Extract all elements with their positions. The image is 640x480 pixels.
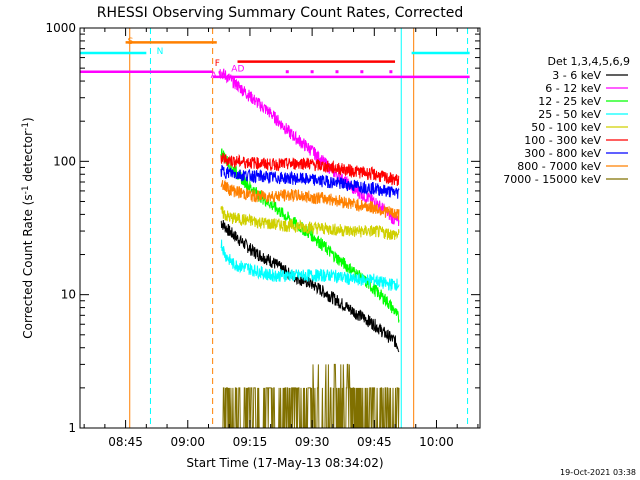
status-dot-ad-1 — [310, 70, 314, 74]
status-annotation-ad: AD — [231, 65, 244, 75]
axes: 1 10 100 1000 08:45 09:00 09:15 09:30 09:45 10:00 — [45, 21, 480, 449]
legend-label-8: 7000 - 15000 keV — [503, 173, 601, 186]
legend-label-0: 3 - 6 keV — [552, 69, 601, 82]
chart-title: RHESSI Observing Summary Count Rates, Co… — [97, 5, 463, 21]
legend-label-3: 25 - 50 keV — [538, 108, 601, 121]
status-annotation-n: N — [157, 47, 164, 57]
status-dot-ad-0 — [285, 70, 289, 74]
status-annotation-f: F — [215, 59, 220, 69]
series-line-0 — [220, 219, 400, 353]
x-tick-label-0945: 09:45 — [357, 435, 392, 449]
series-line-8 — [220, 363, 400, 429]
status-dot-ad-3 — [360, 70, 364, 74]
status-annotation-s: S — [128, 37, 134, 47]
y-tick-label-100: 100 — [53, 154, 76, 168]
legend-label-4: 50 - 100 keV — [531, 121, 601, 134]
x-tick-label-0915: 09:15 — [233, 435, 268, 449]
series-line-3 — [220, 239, 400, 291]
legend-label-1: 6 - 12 keV — [545, 82, 601, 95]
x-tick-label-0930: 09:30 — [295, 435, 330, 449]
series-line-6 — [220, 164, 400, 199]
y-tick-label-1: 1 — [68, 421, 76, 435]
legend-title: Det 1,3,4,5,6,9 — [547, 55, 630, 68]
x-tick-label-1000: 10:00 — [419, 435, 454, 449]
status-dot-ad-4 — [389, 70, 393, 74]
status-dot-ad-2 — [335, 70, 339, 74]
legend-label-6: 300 - 800 keV — [524, 147, 601, 160]
status-annotation-a: A — [211, 71, 218, 81]
x-axis-label: Start Time (17-May-13 08:34:02) — [186, 456, 383, 470]
series-line-5 — [220, 152, 400, 187]
legend-label-7: 800 - 7000 keV — [517, 160, 601, 173]
x-tick-label-0900: 09:00 — [170, 435, 205, 449]
legend-label-5: 100 - 300 keV — [524, 134, 601, 147]
y-tick-label-1000: 1000 — [45, 21, 76, 35]
plot-area: S N FA AD — [80, 28, 470, 429]
legend-label-2: 12 - 25 keV — [538, 95, 601, 108]
series-line-4 — [220, 205, 400, 240]
y-tick-label-10: 10 — [61, 288, 76, 302]
series-line-7 — [220, 179, 400, 221]
y-axis-label: Corrected Count Rate (s-1 detector-1) — [21, 117, 35, 338]
plot-frame — [79, 27, 481, 429]
x-tick-label-0845: 08:45 — [108, 435, 143, 449]
footer-date: 19-Oct-2021 03:38 — [560, 468, 636, 477]
series-line-1 — [218, 68, 400, 227]
